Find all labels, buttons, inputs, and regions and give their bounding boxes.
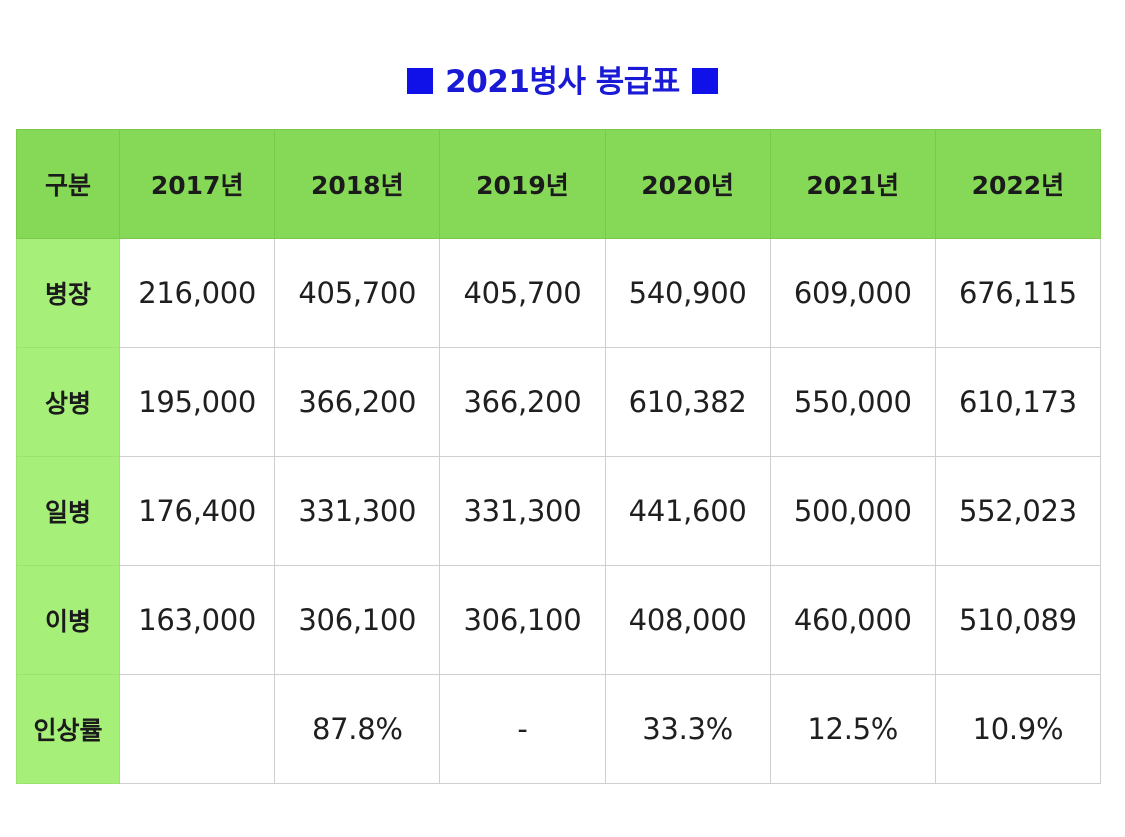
table-cell xyxy=(119,674,276,784)
table-cell: 195,000 xyxy=(119,347,276,457)
table-cell: 176,400 xyxy=(119,456,276,566)
row-label: 일병 xyxy=(15,456,121,566)
table-cell: 163,000 xyxy=(119,565,276,675)
table-cell: 331,300 xyxy=(439,456,606,566)
salary-table: 구분 2017년 2018년 2019년 2020년 2021년 2022년 병… xyxy=(15,129,1102,784)
table-cell: 460,000 xyxy=(769,565,936,675)
table-row: 일병 176,400 331,300 331,300 441,600 500,0… xyxy=(15,456,1102,566)
header-cell-2018: 2018년 xyxy=(274,129,441,239)
table-cell: 331,300 xyxy=(274,456,441,566)
row-label: 인상률 xyxy=(15,674,121,784)
table-row: 병장 216,000 405,700 405,700 540,900 609,0… xyxy=(15,238,1102,348)
header-cell-2020: 2020년 xyxy=(604,129,771,239)
table-cell: 441,600 xyxy=(604,456,771,566)
header-cell-2017: 2017년 xyxy=(119,129,276,239)
header-row: 구분 2017년 2018년 2019년 2020년 2021년 2022년 xyxy=(15,129,1102,239)
table-cell: 500,000 xyxy=(769,456,936,566)
table-cell: 216,000 xyxy=(119,238,276,348)
table-cell: 306,100 xyxy=(274,565,441,675)
header-cell-2019: 2019년 xyxy=(439,129,606,239)
square-bullet-icon xyxy=(691,68,718,94)
table-cell: 552,023 xyxy=(934,456,1102,566)
table-cell: 540,900 xyxy=(604,238,771,348)
table-cell: - xyxy=(439,674,606,784)
table-cell: 366,200 xyxy=(274,347,441,457)
table-cell: 306,100 xyxy=(439,565,606,675)
table-cell: 366,200 xyxy=(439,347,606,457)
table-cell: 408,000 xyxy=(604,565,771,675)
table-row: 상병 195,000 366,200 366,200 610,382 550,0… xyxy=(15,347,1102,457)
table-cell: 510,089 xyxy=(934,565,1102,675)
table-cell: 676,115 xyxy=(934,238,1102,348)
table-cell: 610,173 xyxy=(934,347,1102,457)
square-bullet-icon xyxy=(407,68,434,94)
table-cell: 405,700 xyxy=(439,238,606,348)
table-cell: 550,000 xyxy=(769,347,936,457)
table-cell: 10.9% xyxy=(934,674,1102,784)
row-label: 상병 xyxy=(15,347,121,457)
row-label: 병장 xyxy=(15,238,121,348)
header-cell-category: 구분 xyxy=(15,129,121,239)
table-cell: 12.5% xyxy=(769,674,936,784)
table-cell: 609,000 xyxy=(769,238,936,348)
table-cell: 405,700 xyxy=(274,238,441,348)
row-label: 이병 xyxy=(15,565,121,675)
table-cell: 610,382 xyxy=(604,347,771,457)
table-cell: 33.3% xyxy=(604,674,771,784)
header-cell-2022: 2022년 xyxy=(934,129,1102,239)
title-text: 2021병사 봉급표 xyxy=(445,64,680,100)
table-cell: 87.8% xyxy=(274,674,441,784)
header-cell-2021: 2021년 xyxy=(769,129,936,239)
table-row: 이병 163,000 306,100 306,100 408,000 460,0… xyxy=(15,565,1102,675)
table-row: 인상률 87.8% - 33.3% 12.5% 10.9% xyxy=(15,674,1102,784)
page-title: 2021병사 봉급표 xyxy=(0,56,1125,101)
